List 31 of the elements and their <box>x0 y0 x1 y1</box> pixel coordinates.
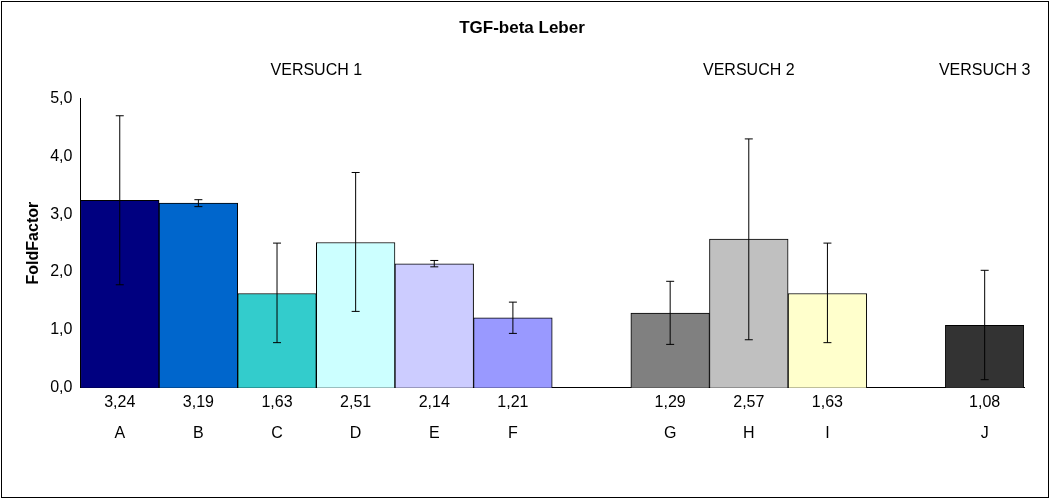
chart-title: TGF-beta Leber <box>459 17 586 37</box>
x-tick-label: E <box>428 423 440 441</box>
data-label: 2,51 <box>340 393 372 411</box>
y-axis-title: FoldFactor <box>24 201 42 285</box>
x-tick-label: C <box>271 423 283 441</box>
x-tick-label: I <box>825 423 830 441</box>
x-tick-label: D <box>349 423 362 441</box>
x-tick-label: J <box>980 423 989 441</box>
y-tick-label: 0,0 <box>50 378 73 396</box>
y-tick-label: 2,0 <box>50 262 73 280</box>
y-tick-label: 3,0 <box>50 204 73 222</box>
y-tick-label: 5,0 <box>50 88 73 106</box>
data-label: 1,21 <box>497 393 529 411</box>
data-label: 1,63 <box>811 393 844 411</box>
x-tick-label: A <box>114 423 126 441</box>
y-tick-label: 4,0 <box>50 146 73 164</box>
x-tick-label: F <box>508 423 519 441</box>
text: VERSUCH 2 <box>703 60 795 78</box>
data-label: 3,24 <box>104 393 136 411</box>
data-label: 2,14 <box>418 393 450 411</box>
data-label: 1,29 <box>654 393 686 411</box>
text: VERSUCH 1 <box>270 60 363 78</box>
x-tick-label: H <box>743 423 755 441</box>
data-label: 3,19 <box>182 393 215 411</box>
data-label: 2,57 <box>733 393 765 411</box>
y-tick-label: 1,0 <box>50 320 73 338</box>
x-tick-label: B <box>193 423 204 441</box>
text: VERSUCH 3 <box>938 60 1031 78</box>
x-tick-label: G <box>663 423 677 441</box>
data-label: 1,63 <box>261 393 293 411</box>
data-label: 1,08 <box>969 393 1001 411</box>
